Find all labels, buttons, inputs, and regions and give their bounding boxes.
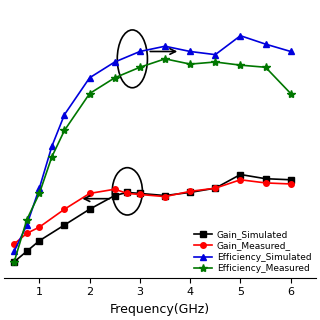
Efficiency_Measured <box>63 128 67 132</box>
Efficiency_Measured <box>238 63 242 67</box>
Legend: Gain_Simulated, Gain_Measured_, Efficiency_Simulated, Efficiency_Measured: Gain_Simulated, Gain_Measured_, Efficien… <box>194 230 311 273</box>
Efficiency_Measured <box>12 260 16 264</box>
Efficiency_Measured <box>163 57 167 61</box>
Efficiency_Measured <box>37 191 41 195</box>
Gain_Measured_ <box>213 186 217 190</box>
Gain_Simulated <box>63 223 67 227</box>
Efficiency_Measured <box>289 92 292 95</box>
Line: Efficiency_Measured: Efficiency_Measured <box>10 55 295 266</box>
Efficiency_Measured <box>113 76 117 80</box>
Gain_Simulated <box>213 186 217 190</box>
Gain_Measured_ <box>37 225 41 229</box>
Efficiency_Simulated <box>50 144 54 148</box>
Efficiency_Simulated <box>113 60 117 64</box>
Efficiency_Simulated <box>25 223 29 227</box>
Gain_Measured_ <box>125 191 129 195</box>
Gain_Simulated <box>12 260 16 264</box>
Gain_Simulated <box>289 178 292 182</box>
Efficiency_Measured <box>188 62 192 66</box>
Efficiency_Measured <box>25 218 29 222</box>
Efficiency_Simulated <box>264 42 268 46</box>
Gain_Measured_ <box>25 231 29 235</box>
Gain_Simulated <box>138 191 142 195</box>
Line: Efficiency_Simulated: Efficiency_Simulated <box>11 32 294 255</box>
Gain_Measured_ <box>289 182 292 186</box>
Efficiency_Simulated <box>37 186 41 190</box>
Efficiency_Simulated <box>213 53 217 57</box>
Gain_Measured_ <box>264 181 268 185</box>
Efficiency_Simulated <box>238 34 242 38</box>
Gain_Measured_ <box>88 191 92 195</box>
Gain_Simulated <box>188 190 192 194</box>
Line: Gain_Measured_: Gain_Measured_ <box>12 177 293 247</box>
Gain_Measured_ <box>113 187 117 191</box>
Gain_Simulated <box>37 239 41 243</box>
Gain_Measured_ <box>12 242 16 246</box>
Efficiency_Simulated <box>188 50 192 53</box>
Efficiency_Simulated <box>163 44 167 48</box>
Gain_Measured_ <box>138 193 142 196</box>
Gain_Simulated <box>163 194 167 197</box>
Efficiency_Simulated <box>63 113 67 116</box>
Gain_Simulated <box>25 249 29 253</box>
Gain_Measured_ <box>188 189 192 193</box>
Efficiency_Simulated <box>289 50 292 53</box>
Efficiency_Simulated <box>138 50 142 53</box>
Efficiency_Measured <box>264 65 268 69</box>
Gain_Measured_ <box>163 195 167 198</box>
Efficiency_Measured <box>88 92 92 95</box>
Efficiency_Simulated <box>12 249 16 253</box>
Gain_Simulated <box>264 177 268 180</box>
Efficiency_Simulated <box>88 76 92 80</box>
Gain_Simulated <box>113 194 117 197</box>
X-axis label: Frequency(GHz): Frequency(GHz) <box>110 303 210 316</box>
Efficiency_Measured <box>50 155 54 158</box>
Gain_Simulated <box>238 172 242 176</box>
Gain_Measured_ <box>238 178 242 182</box>
Gain_Simulated <box>125 190 129 194</box>
Efficiency_Measured <box>138 65 142 69</box>
Gain_Measured_ <box>63 207 67 211</box>
Line: Gain_Simulated: Gain_Simulated <box>12 172 293 265</box>
Efficiency_Measured <box>213 60 217 64</box>
Gain_Simulated <box>88 207 92 211</box>
